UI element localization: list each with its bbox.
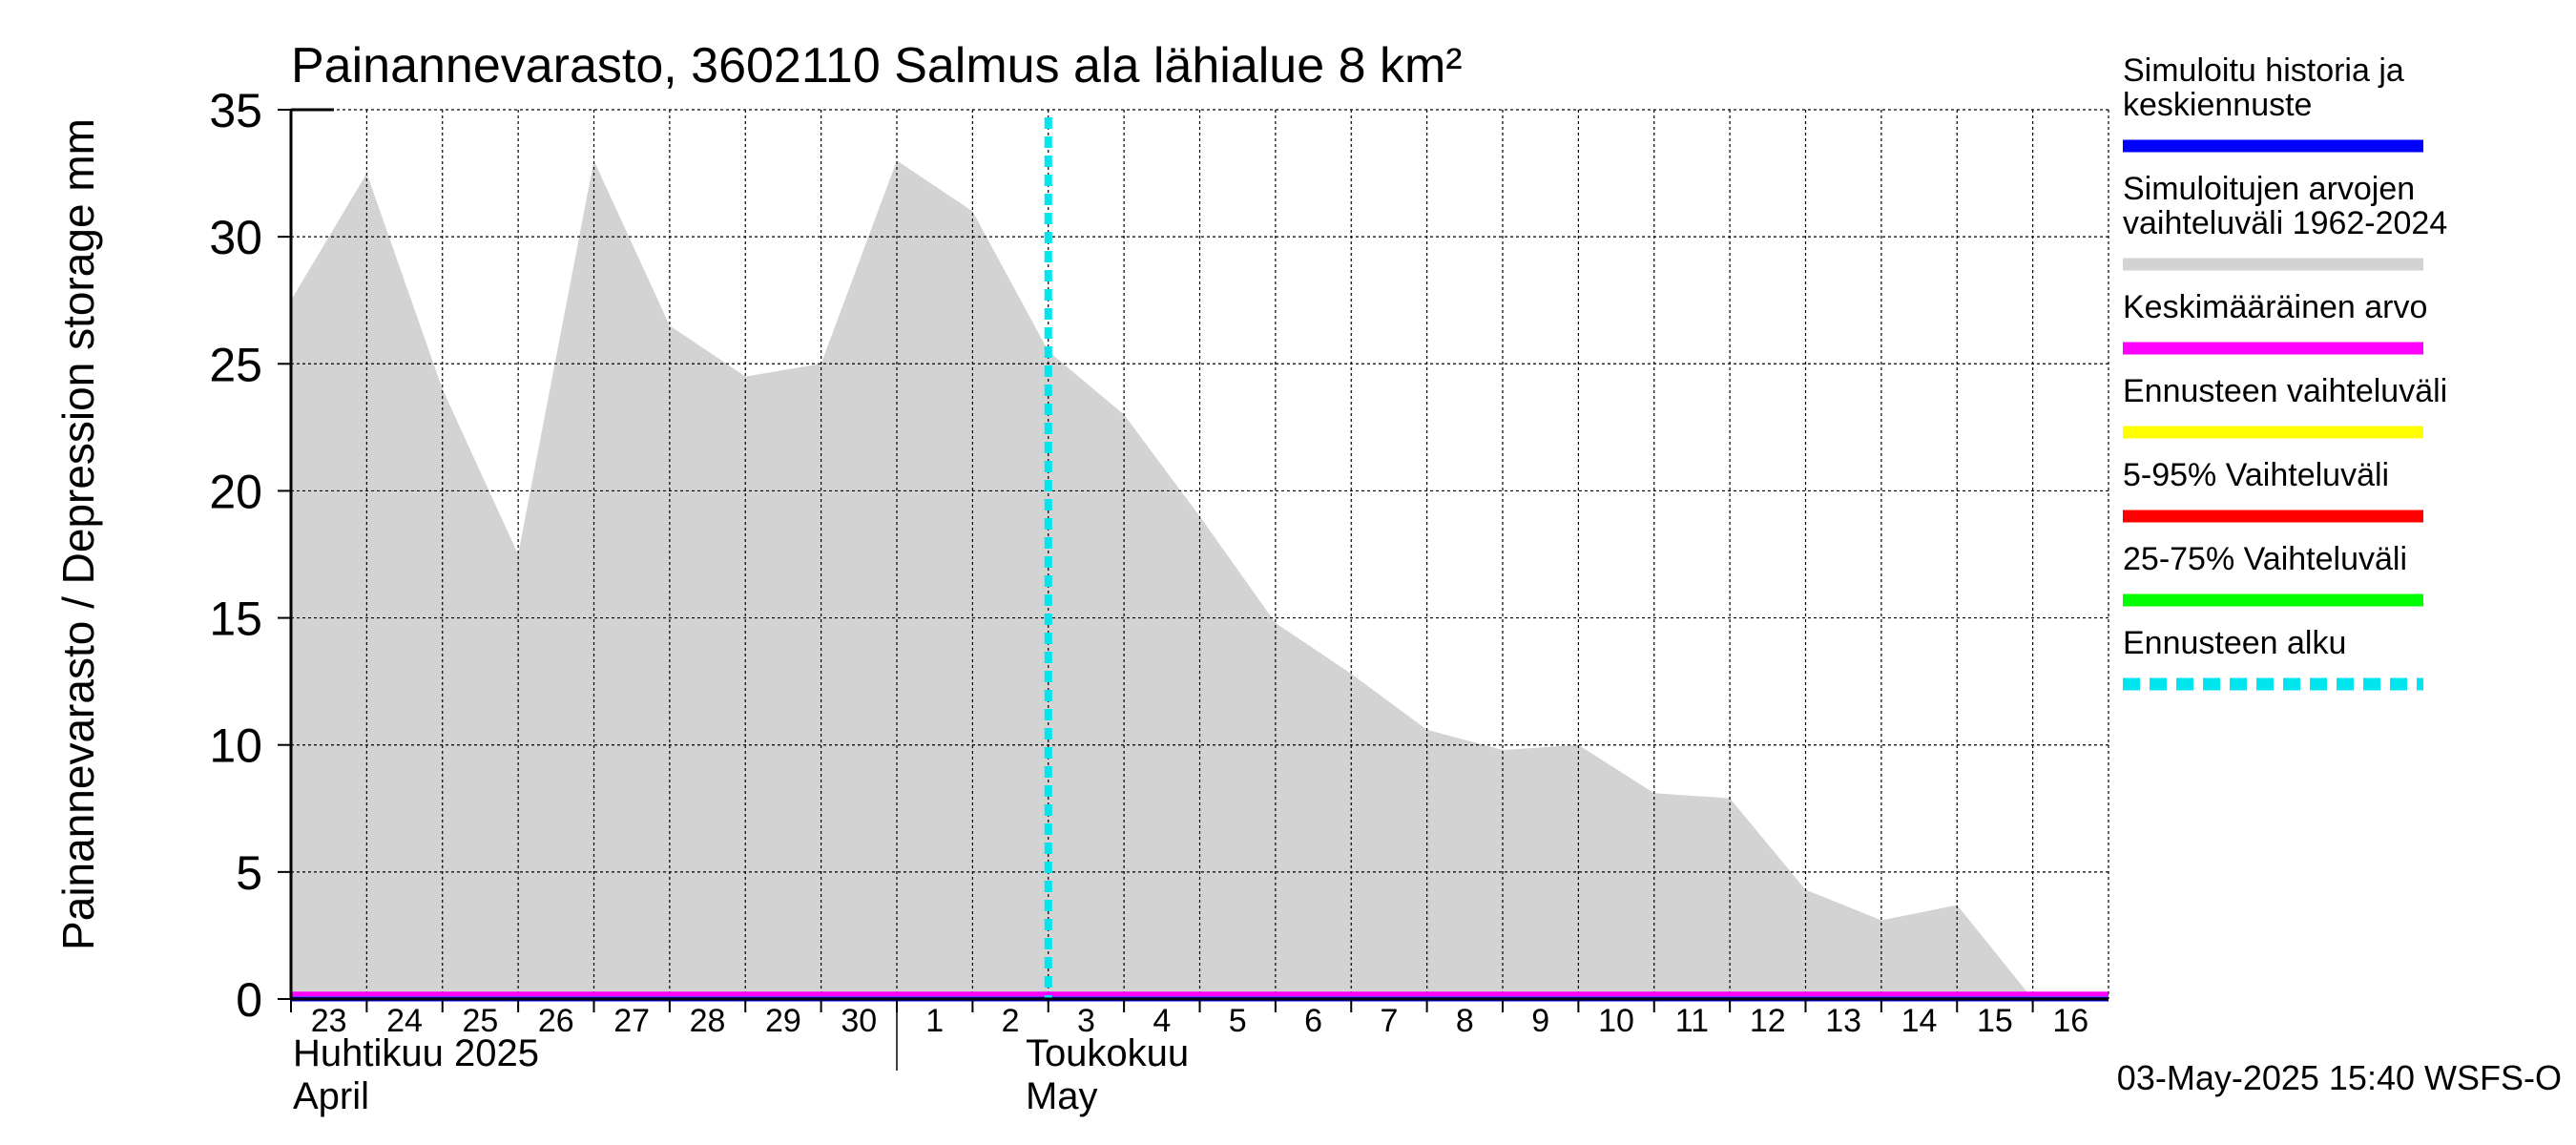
- x-tick-label: 9: [1531, 1003, 1549, 1039]
- x-tick-label: 25: [463, 1003, 499, 1039]
- month-label-line1: Toukokuu: [1026, 1032, 1189, 1074]
- chart-title: Painannevarasto, 3602110 Salmus ala lähi…: [291, 38, 1463, 94]
- y-tick-label: 35: [209, 84, 262, 137]
- y-tick-label: 20: [209, 465, 262, 518]
- x-tick-label: 11: [1675, 1003, 1709, 1039]
- x-tick-label: 1: [925, 1003, 944, 1039]
- y-tick-label: 10: [209, 719, 262, 773]
- legend-label: Ennusteen vaihteluväli: [2123, 373, 2447, 409]
- legend-entry: 5-95% Vaihteluväli: [2123, 457, 2423, 523]
- x-tick-label: 5: [1229, 1003, 1247, 1039]
- x-tick-label: 29: [765, 1003, 801, 1039]
- month-label-line2: April: [293, 1075, 369, 1117]
- legend-entry: 25-75% Vaihteluväli: [2123, 541, 2423, 607]
- y-tick-label: 5: [236, 846, 262, 900]
- y-tick-label: 0: [236, 973, 262, 1027]
- timestamp: 03-May-2025 15:40 WSFS-O: [2117, 1058, 2562, 1097]
- legend: Simuloitu historia ja keskiennuste Simuloi…: [2123, 52, 2447, 691]
- x-tick-label: 3: [1077, 1003, 1095, 1039]
- legend-label: 25-75% Vaihteluväli: [2123, 541, 2407, 577]
- x-tick-label: 23: [311, 1003, 347, 1039]
- legend-label: Ennusteen alku: [2123, 625, 2346, 661]
- x-tick-label: 24: [386, 1003, 423, 1039]
- legend-entry: Ennusteen vaihteluväli: [2123, 373, 2447, 439]
- x-tick-label: 14: [1901, 1003, 1938, 1039]
- x-tick-label: 12: [1750, 1003, 1786, 1039]
- legend-label: 5-95% Vaihteluväli: [2123, 457, 2389, 493]
- y-tick-label: 25: [209, 338, 262, 391]
- legend-label: Simuloitu historia ja keskiennuste: [2123, 52, 2404, 123]
- y-tick-label: 30: [209, 211, 262, 264]
- x-tick-label: 8: [1456, 1003, 1474, 1039]
- x-tick-label: 15: [1977, 1003, 2013, 1039]
- legend-entry: Keskimääräinen arvo: [2123, 289, 2427, 355]
- legend-entry: Simuloitujen arvojen vaihteluväli 1962-20…: [2123, 171, 2447, 271]
- month-label-line2: May: [1026, 1075, 1098, 1117]
- month-label-line1: Huhtikuu 2025: [293, 1032, 539, 1074]
- legend-label: Keskimääräinen arvo: [2123, 289, 2427, 325]
- x-tick-label: 7: [1380, 1003, 1398, 1039]
- x-tick-label: 26: [538, 1003, 574, 1039]
- legend-entry: Ennusteen alku: [2123, 625, 2423, 691]
- legend-entry: Simuloitu historia ja keskiennuste: [2123, 52, 2423, 153]
- legend-label: Simuloitujen arvojen vaihteluväli 1962-20…: [2123, 171, 2447, 241]
- x-tick-label: 16: [2052, 1003, 2088, 1039]
- x-tick-label: 27: [613, 1003, 650, 1039]
- x-tick-label: 2: [1002, 1003, 1020, 1039]
- y-axis-label: Painannevarasto / Depression storage mm: [53, 118, 103, 950]
- x-tick-label: 13: [1825, 1003, 1861, 1039]
- y-tick-label: 15: [209, 593, 262, 646]
- x-tick-label: 10: [1598, 1003, 1634, 1039]
- grid-layer: [291, 109, 2109, 999]
- x-tick-label: 4: [1153, 1003, 1171, 1039]
- x-tick-label: 28: [690, 1003, 726, 1039]
- x-tick-label: 6: [1304, 1003, 1322, 1039]
- x-tick-label: 30: [841, 1003, 877, 1039]
